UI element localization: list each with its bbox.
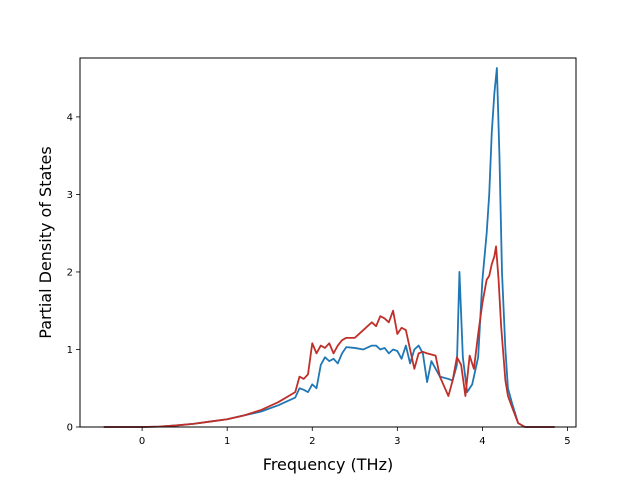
x-tick-label: 1 <box>224 436 230 447</box>
y-axis-ticks: 0 1 2 3 4 <box>67 112 80 434</box>
series-line-2 <box>103 245 555 428</box>
series-line-1 <box>103 67 555 428</box>
axes-frame <box>79 57 577 428</box>
y-tick-label: 2 <box>67 267 73 278</box>
x-tick-label: 4 <box>479 436 485 447</box>
x-tick-label: 3 <box>394 436 400 447</box>
x-axis-ticks: 0 1 2 3 4 5 <box>139 427 571 447</box>
x-tick-label: 2 <box>309 436 315 447</box>
x-tick-label: 0 <box>139 436 145 447</box>
x-tick-label: 5 <box>564 436 570 447</box>
y-tick-label: 3 <box>67 190 73 201</box>
y-tick-label: 0 <box>67 423 73 434</box>
series-lines <box>103 67 555 428</box>
y-axis-label: Partial Density of States <box>36 146 55 338</box>
y-tick-label: 4 <box>67 112 73 123</box>
y-tick-label: 1 <box>67 345 73 356</box>
x-axis-label: Frequency (THz) <box>263 455 393 474</box>
